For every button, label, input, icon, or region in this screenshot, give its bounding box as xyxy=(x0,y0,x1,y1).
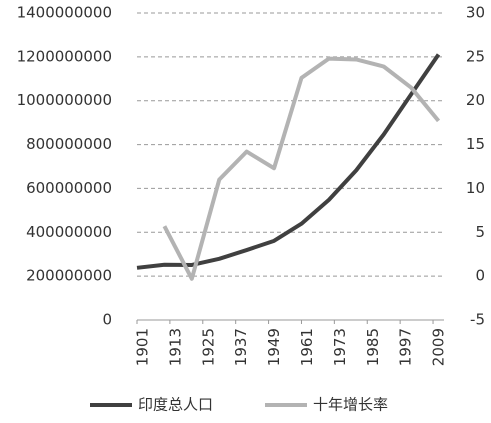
y2-tick-label: 25 xyxy=(466,47,485,65)
y-tick-label: 400000000 xyxy=(26,223,112,241)
legend-label: 十年增长率 xyxy=(313,396,388,414)
y2-tick-label: 20 xyxy=(466,91,485,109)
y-tick-label: 600000000 xyxy=(26,179,112,197)
y2-tick-label: 10 xyxy=(466,179,485,197)
y-tick-label: 1400000000 xyxy=(17,4,112,22)
x-tick-label: 1949 xyxy=(265,328,283,366)
y2-tick-label: 15 xyxy=(466,135,485,153)
y-tick-label: 200000000 xyxy=(26,267,112,285)
x-tick-label: 1913 xyxy=(166,328,184,366)
y-tick-label: 800000000 xyxy=(26,135,112,153)
y2-tick-label: 0 xyxy=(475,267,485,285)
x-tick-label: 1925 xyxy=(199,328,217,366)
legend-label: 印度总人口 xyxy=(138,396,213,414)
x-tick-label: 2009 xyxy=(430,328,448,366)
x-tick-label: 1985 xyxy=(364,328,382,366)
y-tick-label: 1200000000 xyxy=(17,47,112,65)
x-tick-label: 1937 xyxy=(232,328,250,366)
series-line xyxy=(136,53,441,270)
x-tick-label: 1973 xyxy=(331,328,349,366)
y2-tick-label: 30 xyxy=(466,4,485,22)
y2-tick-label: -5 xyxy=(470,311,485,329)
x-tick-label: 1961 xyxy=(298,328,316,366)
y2-tick-label: 5 xyxy=(475,223,485,241)
x-tick-label: 1997 xyxy=(397,328,415,366)
y-tick-label: 0 xyxy=(102,311,112,329)
series-line xyxy=(162,56,441,281)
x-tick-label: 1901 xyxy=(134,328,152,366)
y-tick-label: 1000000000 xyxy=(17,91,112,109)
